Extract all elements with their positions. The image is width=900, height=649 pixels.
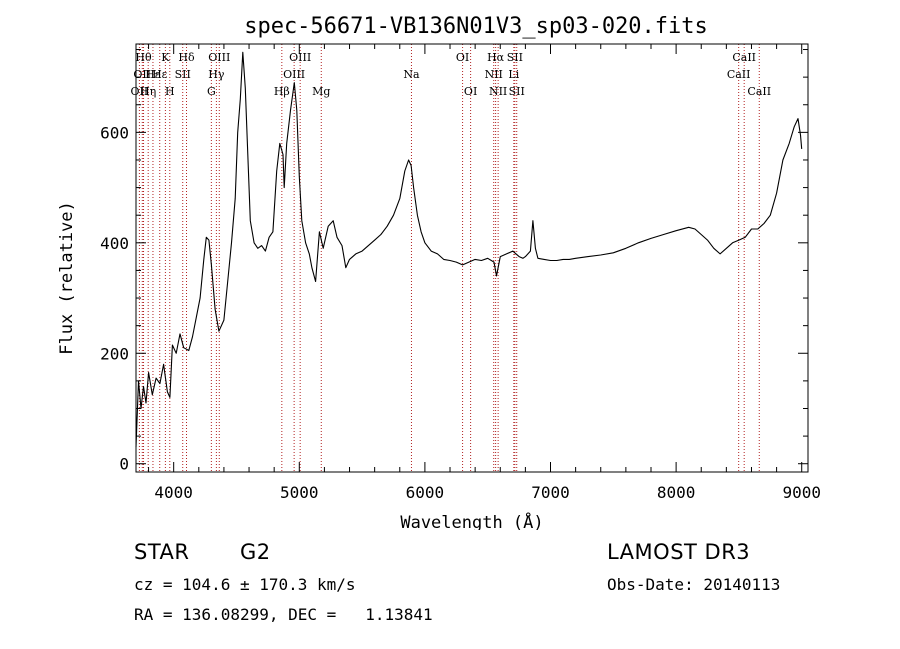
survey-release: LAMOST DR3 bbox=[607, 540, 751, 564]
line-marker-label: OI bbox=[464, 85, 477, 98]
x-tick-label: 6000 bbox=[406, 483, 445, 502]
line-marker-label: Hε bbox=[152, 68, 168, 81]
y-axis-label: Flux (relative) bbox=[57, 201, 77, 355]
observation-date: Obs-Date: 20140113 bbox=[607, 575, 781, 594]
x-tick-label: 8000 bbox=[657, 483, 696, 502]
plot-frame bbox=[135, 43, 809, 473]
line-marker-label: OIII bbox=[208, 51, 230, 64]
line-marker-label: OII bbox=[131, 85, 149, 98]
line-marker-label: CaII bbox=[732, 51, 756, 64]
line-marker-label: NII bbox=[489, 85, 507, 98]
line-marker-label: Hη bbox=[140, 85, 156, 98]
spectrum-line bbox=[135, 51, 803, 448]
line-marker-label: OIII bbox=[289, 51, 311, 64]
line-marker-label: SII bbox=[509, 85, 525, 98]
x-tick-label: 7000 bbox=[531, 483, 570, 502]
line-marker-label: OII bbox=[133, 68, 151, 81]
line-marker-label: OI bbox=[456, 51, 469, 64]
line-marker-label: Hθ bbox=[135, 51, 152, 64]
spectrum-chart: OIIOIIHθHηHεHεKHSIIHδGHγOIIIHβOIIIOIIIMg… bbox=[57, 14, 821, 530]
chart-title: spec-56671-VB136N01V3_sp03-020.fits bbox=[244, 14, 708, 39]
x-tick-label: 9000 bbox=[782, 483, 821, 502]
line-marker-label: CaII bbox=[727, 68, 751, 81]
line-marker-label: Li bbox=[508, 68, 519, 81]
y-tick-label: 400 bbox=[100, 234, 129, 253]
line-marker-label: Hε bbox=[145, 68, 161, 81]
line-marker-label: K bbox=[161, 51, 170, 64]
line-marker-label: Hγ bbox=[208, 68, 225, 81]
line-marker-label: G bbox=[207, 85, 216, 98]
redshift-velocity: cz = 104.6 ± 170.3 km/s bbox=[134, 575, 356, 594]
coordinates: RA = 136.08299, DEC = 1.13841 bbox=[134, 605, 433, 624]
y-tick-label: 600 bbox=[100, 123, 129, 142]
line-marker-label: CaII bbox=[747, 85, 771, 98]
line-marker-label: SII bbox=[507, 51, 523, 64]
x-axis-label: Wavelength (Å) bbox=[400, 511, 543, 530]
line-marker-label: Hβ bbox=[274, 85, 290, 98]
line-marker-label: Mg bbox=[312, 85, 330, 98]
line-marker-label: SII bbox=[175, 68, 191, 81]
y-tick-label: 0 bbox=[119, 455, 129, 474]
line-marker-label: NII bbox=[485, 68, 503, 81]
line-marker-label: H bbox=[165, 85, 175, 98]
spectral-subclass: G2 bbox=[240, 540, 271, 564]
x-tick-label: 5000 bbox=[280, 483, 319, 502]
line-marker-label: Na bbox=[403, 68, 420, 81]
line-marker-label: Hδ bbox=[178, 51, 195, 64]
line-marker-label: OIII bbox=[283, 68, 305, 81]
line-marker-label: Hα bbox=[487, 51, 505, 64]
y-tick-label: 200 bbox=[100, 344, 129, 363]
object-class: STAR bbox=[134, 540, 190, 564]
x-tick-label: 4000 bbox=[154, 483, 193, 502]
